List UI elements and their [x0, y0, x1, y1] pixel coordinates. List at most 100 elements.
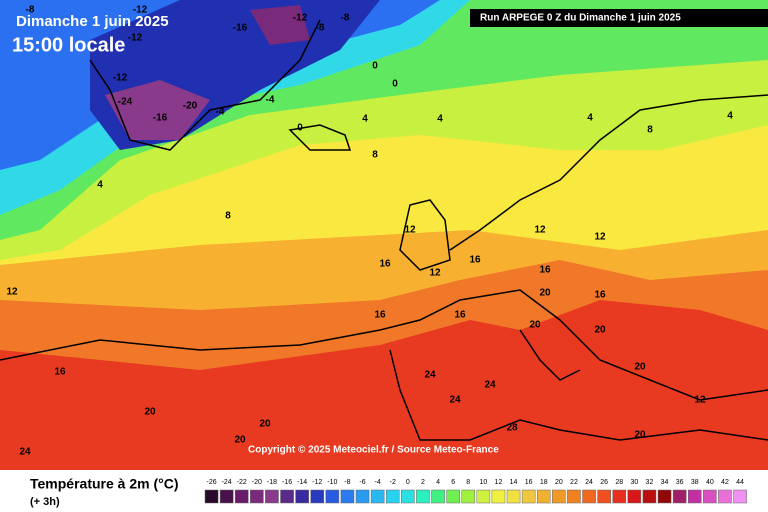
- legend-tick-label: 2: [421, 479, 425, 486]
- contour-label: 12: [694, 395, 706, 406]
- contour-label: 4: [362, 114, 368, 125]
- coastline: [389, 349, 768, 441]
- legend-swatch: [416, 489, 430, 504]
- legend-tick-label: 26: [600, 479, 608, 486]
- legend-tick-label: 34: [661, 479, 669, 486]
- legend-swatch: [687, 489, 702, 504]
- temperature-zone: [250, 5, 310, 45]
- legend-tick-label: 42: [721, 479, 729, 486]
- legend-swatch: [672, 489, 687, 504]
- contour-label: 20: [634, 362, 646, 373]
- contour-label: -24: [118, 97, 133, 108]
- legend-title: Température à 2m (°C): [30, 476, 179, 492]
- contour-label: 20: [594, 325, 606, 336]
- legend-swatch: [461, 489, 476, 504]
- contour-label: 0: [392, 79, 398, 90]
- contour-label: 20: [144, 407, 156, 418]
- run: Run ARPEGE 0 Z du Dimanche 1 juin 2025: [480, 13, 681, 24]
- legend-tick-label: 0: [406, 479, 410, 486]
- contour-label: 12: [594, 232, 606, 243]
- legend-swatch: [370, 489, 385, 504]
- contour-label: 0: [297, 123, 303, 134]
- coastline: [288, 124, 352, 151]
- contour-label: 20: [529, 320, 541, 331]
- legend-tick-label: 12: [495, 479, 503, 486]
- legend-swatch: [385, 489, 400, 504]
- legend-tick-label: -18: [267, 479, 277, 486]
- legend-tick-label: 10: [479, 479, 487, 486]
- legend-tick-label: 30: [630, 479, 638, 486]
- legend-tick-label: -24: [222, 479, 232, 486]
- legend-tick-label: 24: [585, 479, 593, 486]
- legend-swatch: [597, 489, 611, 504]
- legend-swatch: [280, 489, 294, 504]
- contour-label: 16: [374, 310, 386, 321]
- contour-label: 16: [454, 310, 466, 321]
- legend-tick-label: -26: [206, 479, 216, 486]
- legend-tick-label: -10: [327, 479, 337, 486]
- legend-swatch: [355, 489, 370, 504]
- legend-tick-label: -16: [282, 479, 292, 486]
- legend-subtitle: (+ 3h): [30, 496, 60, 508]
- coastline: [379, 289, 768, 401]
- contour-label: -12: [128, 33, 143, 44]
- contour-label: -12: [113, 73, 128, 84]
- contour-label: 12: [534, 225, 546, 236]
- legend-swatch: [295, 489, 309, 504]
- legend-tick-label: 38: [691, 479, 699, 486]
- legend-swatch: [642, 489, 657, 504]
- coastline: [89, 19, 321, 151]
- legend-swatch: [204, 489, 219, 504]
- contour-label: 12: [404, 225, 416, 236]
- legend-tick-label: -8: [344, 479, 350, 486]
- legend-swatch: [476, 489, 491, 504]
- legend-swatch: [506, 489, 521, 504]
- contour-label: 8: [225, 211, 231, 222]
- legend: -26 -24 -22 -20 -18 -16 -14 -12 -10 -8 -6 -4 -2 0 2 4 6 8…: [204, 479, 747, 504]
- contour-label: 16: [379, 259, 391, 270]
- temperature-zone: [105, 80, 210, 140]
- legend-swatch: [265, 489, 279, 504]
- contour-label: 12: [6, 287, 18, 298]
- legend-swatch: [521, 489, 536, 504]
- legend-tick-label: 20: [555, 479, 563, 486]
- contour-label: 12: [429, 268, 441, 279]
- map: -8 -12 -12 -16 -12 -8 -8 -24 -16 -20 -12 -4 -4 0 0 0 4 4 4…: [0, 0, 768, 470]
- contour-label: 8: [647, 125, 653, 136]
- contour-label: -8: [316, 23, 325, 34]
- legend-swatch: [733, 489, 747, 504]
- contour-label: 16: [54, 367, 66, 378]
- contour-label: 20: [634, 430, 646, 441]
- legend-swatch: [536, 489, 551, 504]
- legend-tick-label: 6: [451, 479, 455, 486]
- contour-label: 4: [97, 180, 103, 191]
- legend-swatch: [310, 489, 325, 504]
- legend-swatch: [582, 489, 596, 504]
- legend-swatch: [401, 489, 415, 504]
- legend-swatch: [612, 489, 627, 504]
- contour-label: 20: [539, 288, 551, 299]
- contour-label: 4: [587, 113, 593, 124]
- legend-swatch: [431, 489, 445, 504]
- contour-label: 8: [372, 150, 378, 161]
- contour-label: 24: [484, 380, 496, 391]
- contour-label: 28: [506, 423, 518, 434]
- contour-label: -8: [341, 13, 350, 24]
- contour-label: 4: [727, 111, 733, 122]
- legend-tick-label: 32: [646, 479, 654, 486]
- legend-swatch: [234, 489, 249, 504]
- legend-swatch: [627, 489, 642, 504]
- legend-tick-label: -4: [375, 479, 381, 486]
- contour-label: -12: [133, 5, 148, 16]
- contour-label: 20: [259, 419, 271, 430]
- legend-tick-label: 16: [525, 479, 533, 486]
- legend-tick-label: 28: [615, 479, 623, 486]
- coastline: [519, 329, 581, 381]
- contour-label: 16: [539, 265, 551, 276]
- contour-label: 24: [449, 395, 461, 406]
- coastline: [449, 94, 768, 251]
- legend-tick-label: -6: [359, 479, 365, 486]
- coastline: [0, 329, 381, 361]
- contour-label: 24: [19, 447, 31, 458]
